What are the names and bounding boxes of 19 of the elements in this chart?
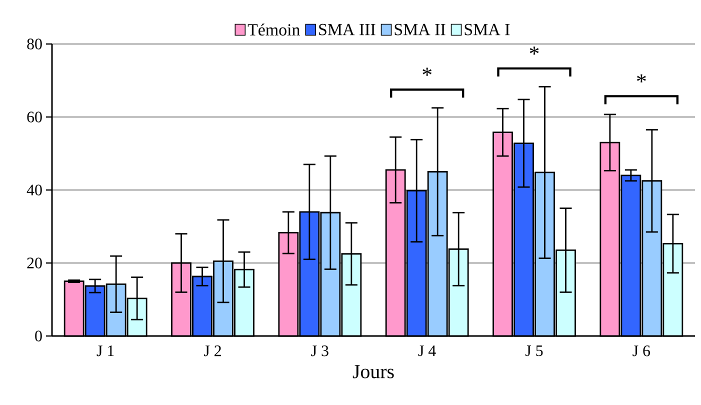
x-tick-label: J 3 [311,346,328,356]
x-axis-title: Jours [352,365,394,378]
legend-label: SMA III [319,24,376,36]
annotation: * [422,68,432,76]
y-tick-label: 40 [26,184,42,196]
y-tick-label: 20 [27,258,42,268]
annotation: * [637,74,646,82]
x-tick-label: J 1 [96,346,114,356]
x-tick-label: J 6 [632,346,650,356]
y-tick-label: 60 [27,112,42,122]
y-tick-label: 0 [35,330,42,342]
legend-label: SMA I [464,24,510,36]
legend-label: SMA II [394,24,446,36]
x-tick-label: J 4 [418,346,436,356]
legend-label: Témoin [248,24,300,36]
x-tick-label: J 2 [204,346,221,356]
annotation: * [530,46,539,55]
x-tick-label: J 5 [526,346,543,356]
y-tick-label: 80 [27,38,42,50]
